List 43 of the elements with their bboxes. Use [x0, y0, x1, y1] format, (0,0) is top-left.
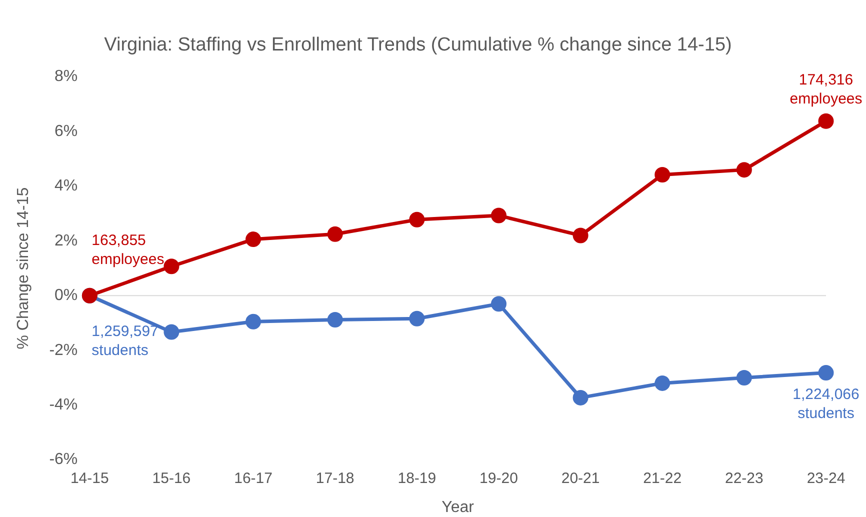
chart-title: Virginia: Staffing vs Enrollment Trends (Cumulative % change since 14-15): [104, 34, 732, 56]
x-tick-label: 20-21: [561, 470, 600, 487]
y-tick-label: 0%: [54, 287, 78, 304]
x-tick-label: 18-19: [398, 470, 436, 487]
point: [572, 390, 588, 406]
y-tick-label: 4%: [54, 178, 78, 195]
y-tick-label: -6%: [49, 451, 78, 468]
x-tick-label: 22-23: [724, 470, 764, 487]
y-tick-label: 2%: [54, 232, 78, 250]
x-tick-label: 14-15: [70, 470, 109, 487]
x-tick-label: 23-24: [806, 470, 846, 487]
y-tick-label: -2%: [49, 342, 78, 359]
annotation: 163,855 employees: [92, 232, 164, 268]
annotation: 1,259,597 students: [92, 322, 158, 359]
point: [654, 166, 670, 182]
point: [490, 296, 506, 312]
point: [818, 113, 834, 129]
point: [654, 375, 670, 391]
point: [327, 226, 343, 242]
point: [818, 365, 834, 381]
point: [409, 310, 425, 326]
x-tick-label: 15-16: [152, 470, 191, 487]
point: [409, 212, 425, 228]
y-axis-title: % Change since 14-15: [15, 187, 32, 350]
x-axis-title: Year: [442, 498, 475, 516]
y-tick-label: 6%: [54, 122, 78, 140]
annotation: 1,224,066 students: [792, 386, 860, 422]
point: [490, 208, 506, 224]
point: [246, 232, 262, 248]
point: [246, 314, 262, 330]
x-tick-label: 19-20: [480, 470, 518, 487]
x-tick-label: 17-18: [316, 470, 354, 487]
point: [164, 258, 180, 274]
point: [327, 312, 343, 328]
point: [164, 324, 180, 340]
y-tick-label: 8%: [54, 68, 78, 86]
point: [736, 370, 752, 386]
point: [572, 228, 588, 244]
x-tick-label: 16-17: [234, 470, 272, 487]
annotation: 174,316 employees: [790, 71, 862, 108]
y-tick-label: -4%: [49, 396, 78, 414]
point: [736, 162, 752, 178]
x-tick-label: 21-22: [643, 470, 682, 487]
